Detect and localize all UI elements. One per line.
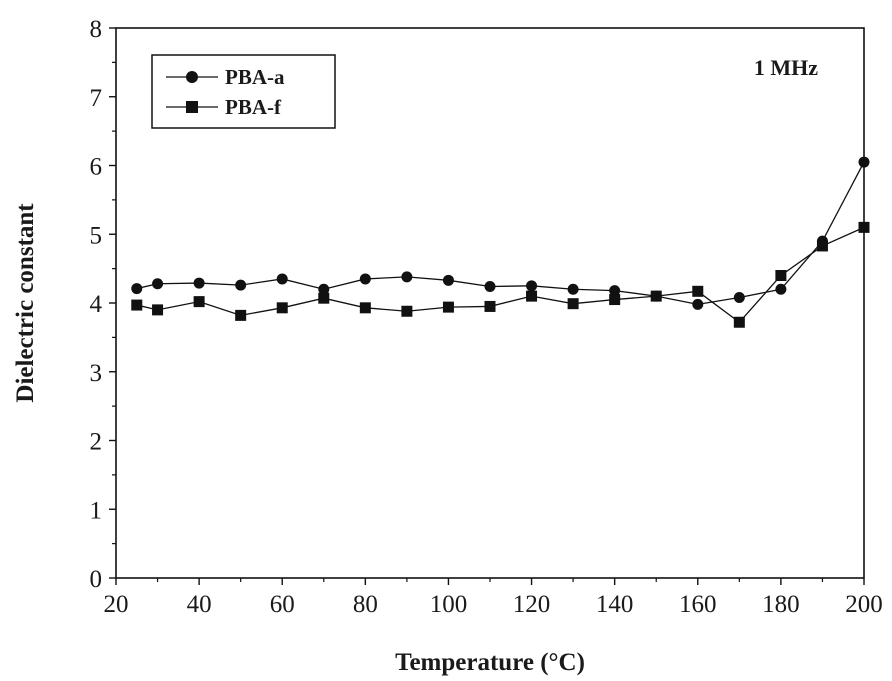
- data-point-pba-a: [775, 283, 787, 295]
- legend-marker-pba-a: [186, 71, 198, 83]
- y-tick-label: 0: [90, 566, 103, 593]
- x-tick-label: 20: [104, 591, 129, 618]
- data-point-pba-a: [442, 274, 454, 286]
- x-tick-label: 200: [845, 591, 883, 618]
- axes-layer: 20 40 60 80 100 120 140 160 180 200 0 1 2 3 4 5 6 7 8: [90, 16, 883, 618]
- y-tick-label: 5: [90, 222, 103, 249]
- data-point-pba-a: [401, 271, 413, 283]
- legend-marker-pba-f: [186, 101, 198, 113]
- data-point-pba-a: [318, 283, 330, 295]
- data-point-pba-a: [609, 285, 621, 297]
- data-point-pba-a: [131, 283, 143, 295]
- y-tick-label: 2: [90, 429, 103, 456]
- data-point-pba-a: [235, 279, 247, 291]
- y-tick-label: 1: [90, 497, 103, 524]
- data-point-pba-a: [276, 273, 288, 285]
- x-tick-label: 100: [430, 591, 468, 618]
- data-point-pba-f: [131, 299, 143, 311]
- y-tick-label: 6: [90, 154, 103, 181]
- data-point-pba-f: [692, 285, 704, 297]
- data-point-pba-a: [484, 281, 496, 292]
- x-tick-label: 160: [679, 591, 717, 618]
- legend-label-pba-f: PBA-f: [225, 95, 282, 119]
- x-tick-label: 80: [353, 591, 378, 618]
- series-line-pba-f: [136, 226, 865, 324]
- y-tick-label: 8: [90, 16, 103, 43]
- y-tick-label: 7: [90, 85, 103, 112]
- legend: PBA-a PBA-f: [151, 54, 336, 129]
- y-tick-label: 4: [90, 291, 103, 318]
- data-point-pba-f: [152, 304, 164, 316]
- plot-layer: [131, 156, 870, 328]
- x-tick-label: 140: [596, 591, 634, 618]
- data-point-pba-a: [359, 273, 371, 285]
- data-point-pba-f: [235, 309, 247, 321]
- data-point-pba-a: [526, 280, 538, 292]
- data-point-pba-f: [484, 300, 496, 312]
- data-point-pba-f: [442, 301, 454, 313]
- data-point-pba-f: [276, 302, 288, 314]
- data-point-pba-a: [567, 283, 579, 295]
- x-tick-label: 40: [187, 591, 212, 618]
- data-point-pba-a: [193, 277, 205, 289]
- data-point-pba-f: [193, 296, 205, 308]
- data-point-pba-a: [733, 292, 745, 303]
- data-point-pba-f: [609, 294, 621, 306]
- data-point-pba-f: [733, 316, 745, 328]
- x-tick-label: 180: [762, 591, 800, 618]
- data-point-pba-f: [401, 305, 413, 317]
- x-axis-title: Temperature (°C): [395, 649, 585, 676]
- data-point-pba-f: [816, 240, 828, 252]
- data-point-pba-a: [152, 278, 164, 290]
- data-point-pba-f: [567, 298, 579, 310]
- data-point-pba-f: [359, 302, 371, 314]
- legend-box: [151, 54, 336, 129]
- y-tick-label: 3: [90, 360, 103, 387]
- x-tick-label: 60: [270, 591, 295, 618]
- data-point-pba-a: [692, 298, 704, 310]
- legend-label-pba-a: PBA-a: [225, 65, 285, 89]
- series-line-pba-a: [136, 161, 865, 306]
- data-point-pba-f: [775, 270, 787, 281]
- data-point-pba-f: [650, 290, 662, 302]
- y-axis-title: Dielectric constant: [12, 203, 39, 403]
- x-tick-label: 120: [513, 591, 551, 618]
- data-point-pba-f: [318, 292, 330, 304]
- frequency-annotation: 1 MHz: [754, 55, 818, 80]
- data-point-pba-f: [526, 290, 538, 302]
